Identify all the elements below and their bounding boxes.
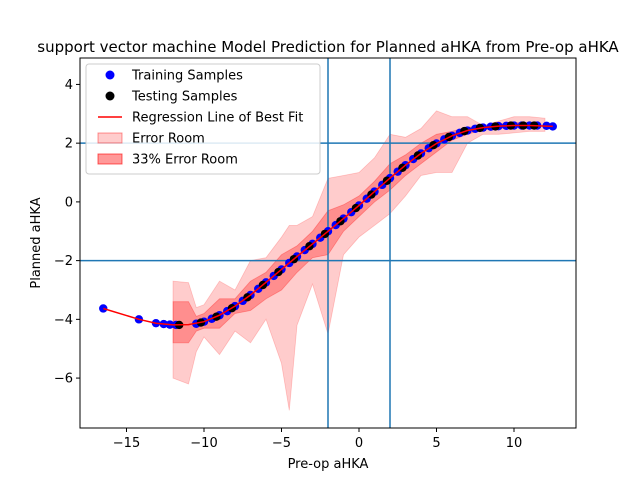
legend: Training Samples Testing Samples Regressio… bbox=[85, 63, 321, 175]
y-axis-label: Planned aHKA bbox=[29, 197, 44, 288]
legend-patch bbox=[97, 132, 123, 144]
y-tick-label: −2 bbox=[54, 254, 73, 269]
x-tick-label: −10 bbox=[190, 436, 217, 451]
x-axis-ticks: −15 −10 −5 0 5 10 bbox=[113, 428, 522, 451]
training-sample-point bbox=[99, 304, 108, 313]
legend-label: Training Samples bbox=[131, 69, 243, 84]
legend-patch bbox=[97, 153, 123, 165]
y-tick-label: 2 bbox=[65, 137, 73, 152]
x-tick-label: −15 bbox=[113, 436, 140, 451]
legend-label: Testing Samples bbox=[131, 90, 238, 105]
y-tick-label: −6 bbox=[54, 372, 73, 387]
y-tick-label: −4 bbox=[54, 313, 73, 328]
legend-box bbox=[85, 63, 321, 175]
x-tick-label: 5 bbox=[432, 436, 440, 451]
y-axis-ticks: −6 −4 −2 0 2 4 bbox=[54, 78, 80, 387]
y-tick-label: 4 bbox=[65, 78, 73, 93]
regression-line bbox=[103, 124, 553, 326]
error-room-band bbox=[172, 110, 546, 411]
legend-marker bbox=[105, 70, 115, 80]
legend-marker bbox=[105, 91, 115, 101]
y-tick-label: 0 bbox=[65, 195, 73, 210]
x-axis-label: Pre-op aHKA bbox=[288, 457, 369, 472]
x-tick-label: 10 bbox=[506, 436, 523, 451]
legend-label: Error Room bbox=[132, 132, 205, 147]
x-tick-label: 0 bbox=[355, 436, 363, 451]
x-tick-label: −5 bbox=[272, 436, 291, 451]
plot-frame bbox=[79, 57, 577, 429]
series-layer bbox=[99, 121, 557, 330]
legend-label: Regression Line of Best Fit bbox=[132, 111, 303, 126]
legend-label: 33% Error Room bbox=[132, 153, 238, 168]
chart-title: support vector machine Model Prediction … bbox=[37, 38, 619, 56]
error-room-area bbox=[172, 110, 546, 411]
